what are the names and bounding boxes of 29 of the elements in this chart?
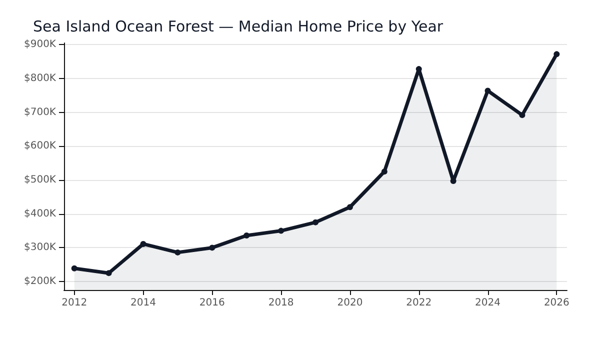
x-tick-label: 2014	[130, 298, 156, 308]
point	[140, 240, 146, 247]
point	[312, 219, 318, 226]
point	[244, 232, 250, 239]
x-tick-label: 2022	[406, 298, 432, 308]
y-tick-label: $400K	[24, 208, 56, 220]
x-tick-label: 2026	[544, 298, 570, 308]
x-tick-label: 2016	[199, 298, 225, 308]
chart-title: Sea Island Ocean Forest — Median Home Price by Year	[33, 18, 444, 36]
y-tick-label: $800K	[24, 73, 56, 84]
y-tick-label: $300K	[24, 242, 56, 254]
point	[278, 228, 284, 234]
y-tick-label: $600K	[24, 140, 56, 152]
x-tick-label: 2020	[337, 298, 363, 308]
point	[554, 51, 560, 58]
point	[209, 244, 216, 251]
x-tick-label: 2024	[475, 298, 500, 308]
point	[519, 112, 526, 118]
y-tick-label: $200K	[24, 276, 56, 288]
x-tick-label: 2012	[62, 298, 88, 308]
point	[174, 249, 181, 256]
point	[71, 265, 78, 272]
y-tick-label: $700K	[24, 106, 56, 118]
y-tick-label: $900K	[24, 39, 56, 50]
x-tick-label: 2018	[268, 298, 294, 308]
point	[106, 270, 112, 276]
point	[346, 204, 353, 210]
point	[381, 168, 388, 175]
y-tick-label: $500K	[24, 174, 56, 186]
